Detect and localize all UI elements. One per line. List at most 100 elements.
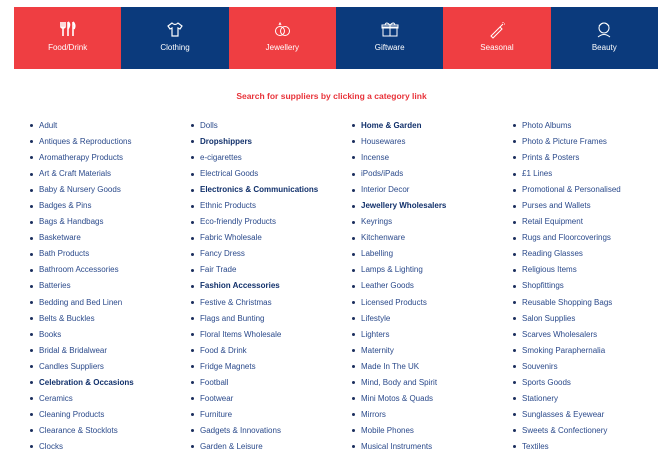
category-link[interactable]: Bridal & Bridalwear	[30, 344, 134, 360]
category-link[interactable]: Books	[30, 328, 134, 344]
tile-clothing[interactable]: Clothing	[121, 7, 229, 69]
category-link[interactable]: Mirrors	[352, 408, 446, 424]
category-link[interactable]: Souvenirs	[513, 360, 621, 376]
category-link[interactable]: Purses and Wallets	[513, 199, 621, 215]
category-link[interactable]: Home & Garden	[352, 119, 446, 135]
category-link[interactable]: Licensed Products	[352, 296, 446, 312]
category-link[interactable]: Fabric Wholesale	[191, 231, 318, 247]
category-link[interactable]: Maternity	[352, 344, 446, 360]
category-link[interactable]: Fancy Dress	[191, 247, 318, 263]
category-link[interactable]: Lifestyle	[352, 312, 446, 328]
category-link[interactable]: Flags and Bunting	[191, 312, 318, 328]
gift-icon	[381, 22, 399, 37]
category-link[interactable]: Clearance & Stocklots	[30, 424, 134, 440]
tile-jewellery[interactable]: Jewellery	[228, 7, 336, 69]
category-column-3: Home & Garden Housewares Incense iPods/iPad…	[352, 119, 446, 456]
category-link[interactable]: Celebration & Occasions	[30, 376, 134, 392]
category-link[interactable]: Eco-friendly Products	[191, 215, 318, 231]
category-link[interactable]: Belts & Buckles	[30, 312, 134, 328]
category-link[interactable]: Stationery	[513, 392, 621, 408]
category-link[interactable]: Bathroom Accessories	[30, 263, 134, 279]
category-link[interactable]: Ceramics	[30, 392, 134, 408]
category-link[interactable]: Fair Trade	[191, 263, 318, 279]
category-link[interactable]: Housewares	[352, 135, 446, 151]
tile-beauty[interactable]: Beauty	[550, 7, 658, 69]
category-link[interactable]: Lamps & Lighting	[352, 263, 446, 279]
category-link[interactable]: Garden & Leisure	[191, 440, 318, 456]
category-link[interactable]: Photo Albums	[513, 119, 621, 135]
category-link[interactable]: Shopfittings	[513, 279, 621, 295]
category-link[interactable]: Sunglasses & Eyewear	[513, 408, 621, 424]
category-link[interactable]: Promotional & Personalised	[513, 183, 621, 199]
category-link[interactable]: Smoking Paraphernalia	[513, 344, 621, 360]
category-link[interactable]: Bath Products	[30, 247, 134, 263]
category-link[interactable]: Adult	[30, 119, 134, 135]
category-link[interactable]: Art & Craft Materials	[30, 167, 134, 183]
category-link[interactable]: Rugs and Floorcoverings	[513, 231, 621, 247]
category-link[interactable]: Keyrings	[352, 215, 446, 231]
tile-food-drink[interactable]: Food/Drink	[14, 7, 122, 69]
category-link[interactable]: Electrical Goods	[191, 167, 318, 183]
category-link[interactable]: Mind, Body and Spirit	[352, 376, 446, 392]
category-link[interactable]: Batteries	[30, 279, 134, 295]
category-link[interactable]: iPods/iPads	[352, 167, 446, 183]
category-link[interactable]: Cleaning Products	[30, 408, 134, 424]
category-link[interactable]: Scarves Wholesalers	[513, 328, 621, 344]
category-link[interactable]: Religious Items	[513, 263, 621, 279]
category-link[interactable]: Football	[191, 376, 318, 392]
category-link[interactable]: Salon Supplies	[513, 312, 621, 328]
category-link[interactable]: e-cigarettes	[191, 151, 318, 167]
category-link[interactable]: Electronics & Communications	[191, 183, 318, 199]
category-link[interactable]: Musical Instruments	[352, 440, 446, 456]
category-link[interactable]: Jewellery Wholesalers	[352, 199, 446, 215]
category-link[interactable]: Reusable Shopping Bags	[513, 296, 621, 312]
face-icon	[597, 22, 611, 38]
tile-label: Jewellery	[265, 43, 299, 52]
category-link[interactable]: Antiques & Reproductions	[30, 135, 134, 151]
category-link[interactable]: Badges & Pins	[30, 199, 134, 215]
tshirt-icon	[167, 22, 183, 37]
category-link[interactable]: Mini Motos & Quads	[352, 392, 446, 408]
category-link[interactable]: Kitchenware	[352, 231, 446, 247]
category-link[interactable]: Retail Equipment	[513, 215, 621, 231]
category-link[interactable]: Baby & Nursery Goods	[30, 183, 134, 199]
category-link[interactable]: Prints & Posters	[513, 151, 621, 167]
category-link[interactable]: Textiles	[513, 440, 621, 456]
category-link[interactable]: Basketware	[30, 231, 134, 247]
category-link[interactable]: Photo & Picture Frames	[513, 135, 621, 151]
category-link[interactable]: Sports Goods	[513, 376, 621, 392]
category-link[interactable]: Gadgets & Innovations	[191, 424, 318, 440]
category-link[interactable]: Made In The UK	[352, 360, 446, 376]
category-link[interactable]: Labelling	[352, 247, 446, 263]
category-link[interactable]: Leather Goods	[352, 279, 446, 295]
category-link[interactable]: Incense	[352, 151, 446, 167]
category-link[interactable]: Footwear	[191, 392, 318, 408]
category-link[interactable]: Sweets & Confectionery	[513, 424, 621, 440]
category-link[interactable]: Reading Glasses	[513, 247, 621, 263]
category-link[interactable]: Bedding and Bed Linen	[30, 296, 134, 312]
category-link[interactable]: £1 Lines	[513, 167, 621, 183]
tile-seasonal[interactable]: Seasonal	[443, 7, 551, 69]
category-link[interactable]: Festive & Christmas	[191, 296, 318, 312]
category-link[interactable]: Candles Suppliers	[30, 360, 134, 376]
tile-label: Beauty	[591, 43, 617, 52]
category-link[interactable]: Fashion Accessories	[191, 279, 318, 295]
category-link[interactable]: Mobile Phones	[352, 424, 446, 440]
category-link[interactable]: Lighters	[352, 328, 446, 344]
category-link[interactable]: Floral Items Wholesale	[191, 328, 318, 344]
rings-icon	[275, 21, 291, 36]
category-link[interactable]: Food & Drink	[191, 344, 318, 360]
category-link[interactable]: Bags & Handbags	[30, 215, 134, 231]
category-link[interactable]: Dolls	[191, 119, 318, 135]
tile-giftware[interactable]: Giftware	[335, 7, 444, 69]
category-link[interactable]: Aromatherapy Products	[30, 151, 134, 167]
category-link[interactable]: Fridge Magnets	[191, 360, 318, 376]
category-link[interactable]: Dropshippers	[191, 135, 318, 151]
category-link[interactable]: Interior Decor	[352, 183, 446, 199]
page-heading: Search for suppliers by clicking a categ…	[236, 91, 427, 101]
category-column-4: Photo Albums Photo & Picture Frames Prints…	[513, 119, 621, 456]
category-link[interactable]: Furniture	[191, 408, 318, 424]
category-link[interactable]: Ethnic Products	[191, 199, 318, 215]
category-column-1: Adult Antiques & Reproductions Aromatherap…	[30, 119, 134, 456]
category-link[interactable]: Clocks	[30, 440, 134, 456]
